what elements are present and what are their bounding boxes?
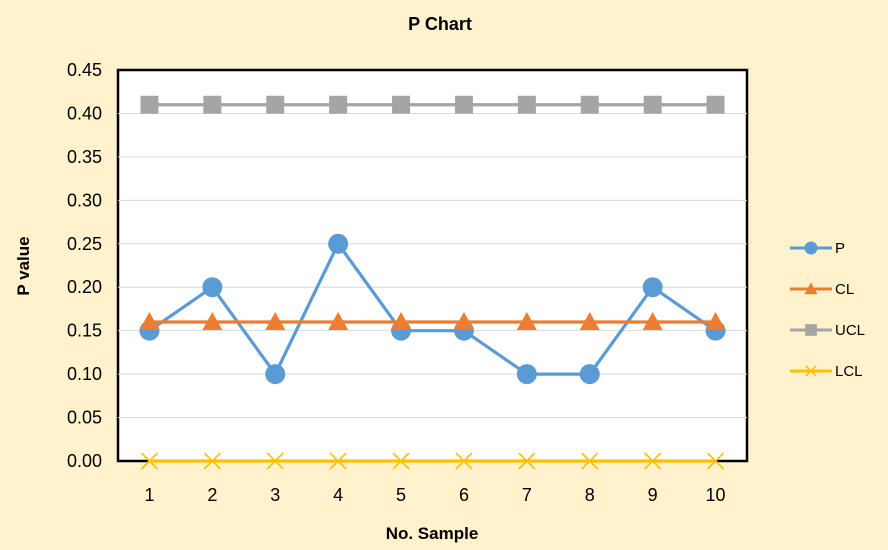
legend-entry-p: P: [790, 240, 845, 257]
data-point: [804, 241, 818, 255]
y-tick-label: 0.00: [67, 451, 102, 471]
data-point: [265, 364, 286, 385]
series-ucl: [140, 95, 725, 114]
legend-entry-lcl: LCL: [790, 363, 863, 380]
data-point: [266, 95, 285, 114]
data-point: [202, 311, 223, 330]
x-tick-label: 1: [144, 485, 154, 505]
data-point: [453, 311, 474, 330]
legend-label: CL: [835, 281, 854, 298]
data-point: [328, 233, 349, 254]
data-point: [706, 95, 725, 114]
data-point: [392, 95, 411, 114]
data-point: [202, 277, 223, 298]
x-tick-label: 4: [333, 485, 343, 505]
y-tick-label: 0.30: [67, 190, 102, 210]
y-axis-title: P value: [14, 236, 33, 295]
data-point: [805, 324, 817, 336]
x-tick-label: 9: [648, 485, 658, 505]
x-tick-label: 6: [459, 485, 469, 505]
data-point: [517, 95, 536, 114]
data-point: [203, 452, 221, 470]
data-point: [579, 364, 600, 385]
y-tick-label: 0.05: [67, 408, 102, 428]
data-point: [642, 277, 663, 298]
data-point: [706, 452, 725, 470]
series: [139, 95, 726, 470]
y-tick-label: 0.40: [67, 103, 102, 123]
data-point: [516, 311, 537, 330]
series-line: [148, 242, 717, 376]
axes: 0.00 0.05 0.10 0.15 0.20 0.25 0.30 0.35 0.40 0.45…: [67, 60, 726, 505]
legend-label: UCL: [835, 322, 865, 339]
y-tick-label: 0.25: [67, 234, 102, 254]
data-point: [265, 311, 286, 330]
data-point: [329, 452, 347, 470]
x-axis-title: No. Sample: [386, 524, 479, 543]
data-point: [391, 311, 412, 330]
x-tick-label: 8: [585, 485, 595, 505]
x-tick-label: 3: [270, 485, 280, 505]
data-point: [455, 452, 473, 470]
y-tick-label: 0.20: [67, 277, 102, 297]
x-tick-label: 10: [706, 485, 726, 505]
data-point: [580, 95, 599, 114]
legend-entry-ucl: UCL: [790, 322, 865, 339]
data-point: [266, 452, 284, 470]
data-point: [516, 364, 537, 385]
data-point: [392, 452, 410, 470]
data-point: [518, 452, 536, 470]
series-cl: [139, 311, 726, 330]
legend-label: P: [835, 240, 845, 257]
x-tick-label: 7: [522, 485, 532, 505]
x-tick-label: 5: [396, 485, 406, 505]
data-point: [454, 95, 473, 114]
data-point: [804, 282, 818, 295]
data-point: [203, 95, 222, 114]
data-point: [579, 311, 600, 330]
data-point: [329, 95, 348, 114]
legend: P CL UCL LCL: [790, 240, 865, 380]
data-point: [139, 311, 160, 330]
data-point: [140, 95, 159, 114]
data-point: [581, 452, 599, 470]
y-tick-label: 0.45: [67, 60, 102, 80]
legend-label: LCL: [835, 363, 863, 380]
x-tick-label: 2: [207, 485, 217, 505]
legend-entry-cl: CL: [790, 281, 854, 298]
data-point: [140, 452, 159, 470]
data-point: [644, 452, 662, 470]
series-lcl: [140, 452, 725, 470]
plot-area: [116, 68, 749, 463]
y-tick-label: 0.35: [67, 147, 102, 167]
data-point: [642, 311, 663, 330]
data-point: [643, 95, 662, 114]
y-tick-label: 0.15: [67, 321, 102, 341]
data-point: [805, 365, 817, 377]
data-point: [705, 311, 726, 330]
chart-title: P Chart: [408, 14, 472, 34]
data-point: [328, 311, 349, 330]
y-tick-label: 0.10: [67, 364, 102, 384]
